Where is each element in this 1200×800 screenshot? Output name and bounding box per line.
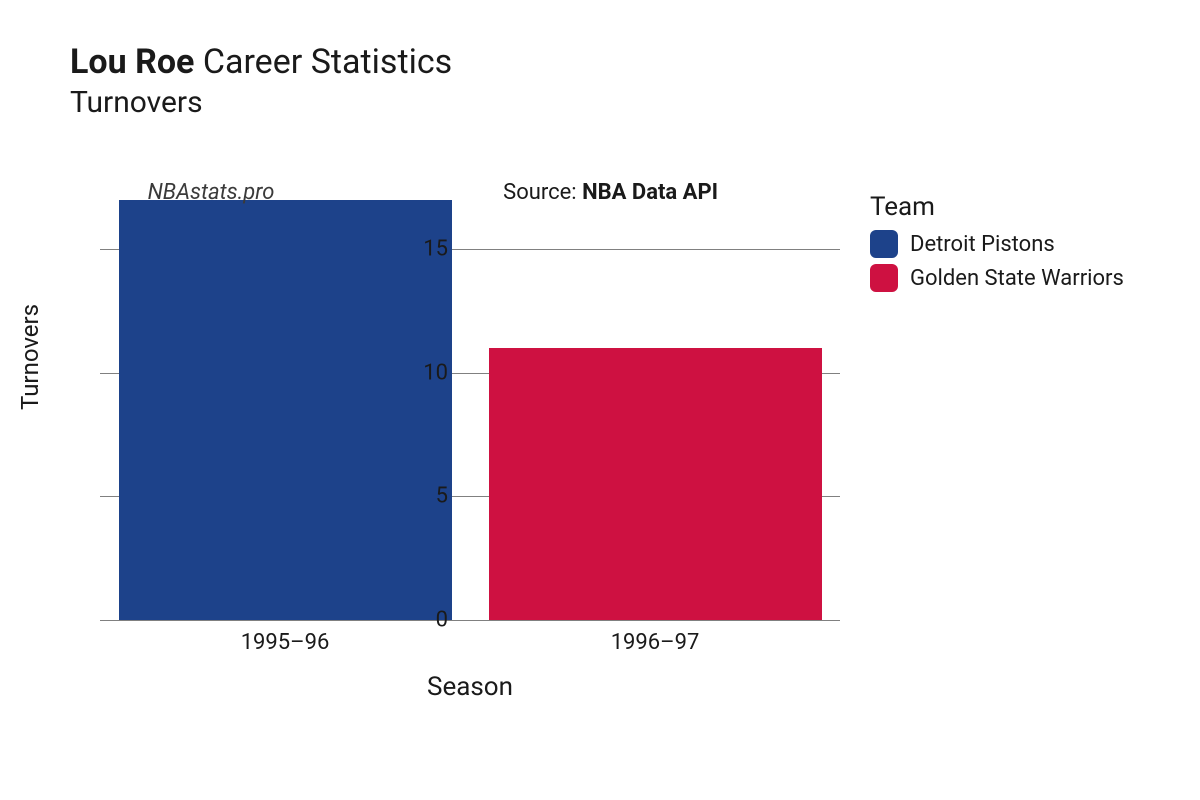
gridline — [100, 620, 840, 621]
source-prefix: Source: — [503, 180, 582, 205]
bar — [119, 200, 452, 620]
chart-title-block: Lou Roe Career Statistics Turnovers — [70, 42, 452, 120]
legend-item: Detroit Pistons — [870, 230, 1124, 258]
x-tick-label: 1995–96 — [241, 630, 330, 655]
chart-title: Lou Roe Career Statistics — [70, 42, 452, 83]
x-tick-label: 1996–97 — [611, 630, 700, 655]
y-axis-title: Turnovers — [16, 304, 44, 410]
chart-subtitle: Turnovers — [70, 85, 452, 120]
chart-container: Lou Roe Career Statistics Turnovers Turn… — [0, 0, 1200, 800]
source-label: Source: NBA Data API — [503, 180, 718, 205]
bar — [489, 348, 822, 620]
y-tick-label: 10 — [388, 360, 448, 385]
y-tick-label: 15 — [388, 237, 448, 262]
y-tick-label: 0 — [388, 608, 448, 633]
plot-area — [100, 200, 840, 620]
legend-swatch — [870, 264, 898, 292]
legend-item: Golden State Warriors — [870, 264, 1124, 292]
legend-title: Team — [870, 192, 1124, 222]
source-name: NBA Data API — [582, 180, 718, 205]
legend-label: Detroit Pistons — [910, 232, 1055, 257]
legend: Team Detroit Pistons Golden State Warrior… — [870, 192, 1124, 298]
y-tick-label: 5 — [388, 484, 448, 509]
legend-label: Golden State Warriors — [910, 266, 1124, 291]
title-suffix: Career Statistics — [194, 42, 452, 82]
x-axis-title: Season — [427, 672, 513, 702]
player-name: Lou Roe — [70, 42, 194, 82]
watermark-text: NBAstats.pro — [148, 180, 275, 205]
legend-swatch — [870, 230, 898, 258]
